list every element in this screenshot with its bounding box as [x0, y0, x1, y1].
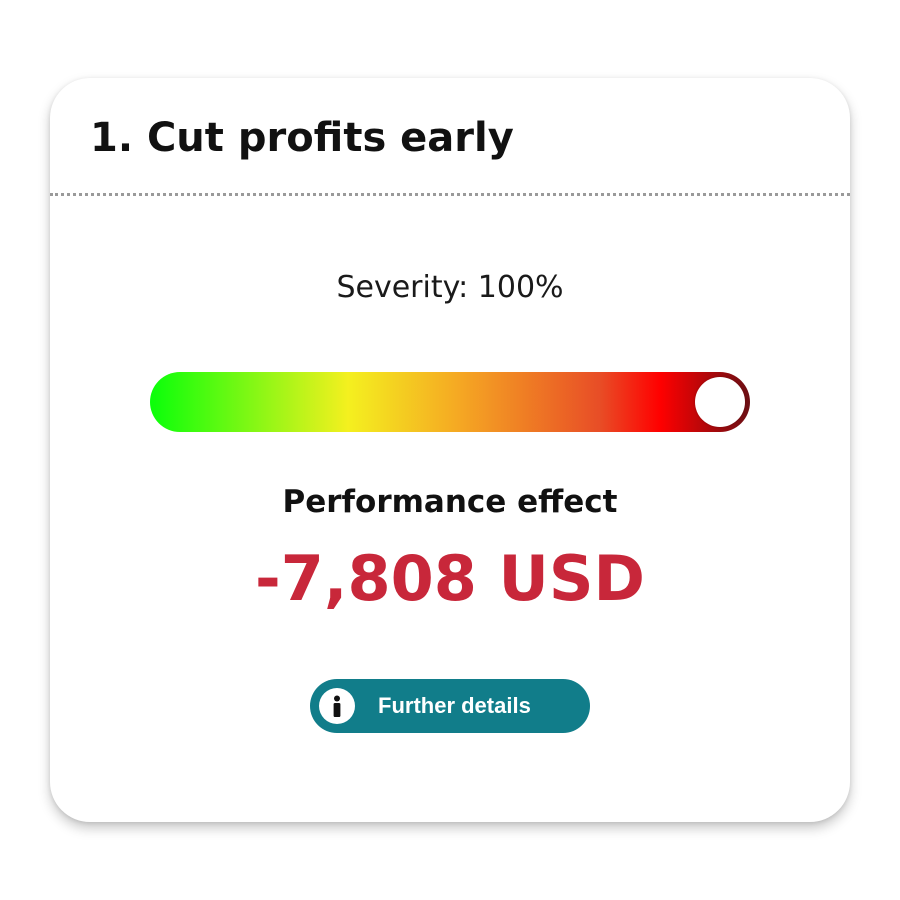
severity-label: Severity: 100%	[336, 270, 564, 305]
further-details-button[interactable]: Further details	[310, 679, 590, 733]
card-header: 1. Cut profits early	[50, 78, 850, 196]
further-details-label: Further details	[378, 693, 531, 718]
severity-slider[interactable]	[150, 372, 750, 432]
performance-effect-value: -7,808 USD	[255, 542, 645, 615]
info-icon	[319, 688, 355, 724]
performance-effect-heading: Performance effect	[282, 484, 618, 520]
card-title: 1. Cut profits early	[90, 115, 514, 161]
severity-slider-handle[interactable]	[695, 377, 745, 427]
issue-card: 1. Cut profits early Severity: 100% Perf…	[50, 78, 850, 822]
